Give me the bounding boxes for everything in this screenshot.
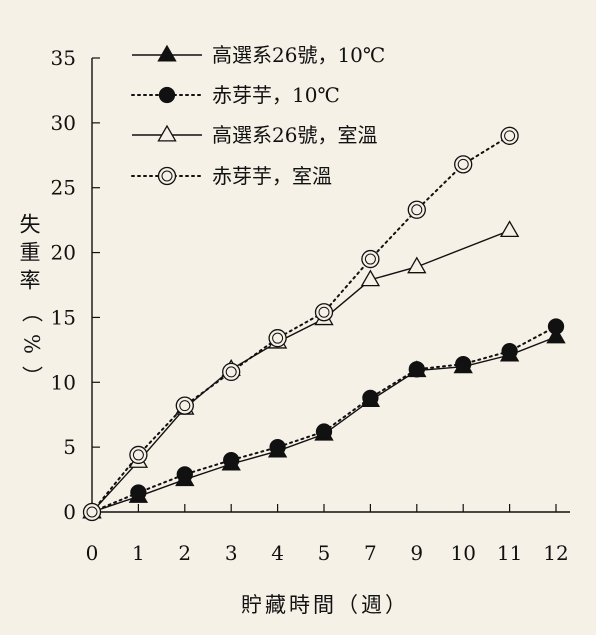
x-tick-label: 0	[86, 541, 99, 565]
data-point-circle	[158, 86, 176, 104]
y-tick-label: 5	[63, 435, 76, 459]
series-2	[82, 220, 520, 519]
data-point-circle	[130, 484, 147, 501]
data-point-circle	[547, 318, 565, 335]
y-axis-title-glyph: 重	[20, 241, 41, 265]
y-tick-label: 10	[51, 370, 76, 394]
data-point-circle	[501, 343, 518, 360]
data-point-circle	[500, 126, 519, 145]
y-tick-label: 30	[51, 111, 76, 135]
series-line	[91, 325, 557, 513]
y-axis-title-glyph: （	[20, 302, 44, 323]
data-point-circle	[268, 329, 287, 348]
x-tick-label: 7	[364, 541, 377, 565]
data-point-triangle	[157, 44, 177, 62]
y-ticks: 0 5 10 15 20 25 30 35	[51, 46, 100, 524]
data-point-triangle	[157, 124, 177, 142]
series-3	[82, 126, 519, 522]
legend-item: 高選系26號，室溫	[132, 123, 377, 147]
data-point-circle	[361, 249, 380, 269]
data-point-triangle	[546, 326, 566, 344]
data-point-circle	[454, 155, 473, 174]
data-point-circle	[222, 362, 241, 382]
y-axis-title-glyph: 率	[20, 269, 41, 293]
data-point-circle	[455, 355, 472, 373]
data-point-circle	[407, 200, 426, 219]
series-1	[83, 318, 565, 521]
data-point-circle	[408, 361, 425, 378]
data-point-circle	[176, 466, 193, 483]
x-axis-title: 貯藏時間（週）	[241, 593, 409, 617]
y-axis-title-glyph: ）	[20, 366, 44, 387]
series-line	[91, 134, 511, 513]
data-point-circle	[269, 438, 286, 456]
data-point-triangle	[360, 269, 381, 287]
data-point-circle	[175, 396, 194, 415]
x-tick-label: 1	[132, 541, 145, 565]
x-tick-label: 4	[271, 541, 284, 565]
data-point-circle	[315, 423, 333, 440]
legend-item: 高選系26號，10℃	[132, 43, 385, 67]
data-point-triangle	[407, 256, 427, 274]
data-point-circle	[157, 166, 177, 186]
legend-item: 赤芽芋，室溫	[131, 164, 332, 188]
y-axis-title-glyph: %	[20, 334, 44, 354]
legend-label: 赤芽芋，室溫	[212, 164, 332, 188]
y-tick-label: 25	[51, 176, 76, 200]
axes	[91, 58, 570, 513]
x-ticks: 0 1 2 3 4 5 7 9 10 11 12	[86, 504, 569, 565]
data-point-circle	[314, 303, 334, 322]
data-point-circle	[362, 389, 379, 407]
data-point-circle	[223, 451, 240, 469]
y-tick-label: 15	[51, 305, 76, 329]
legend-label: 高選系26號，10℃	[212, 43, 385, 67]
series-layer	[82, 126, 566, 522]
data-point-triangle	[499, 220, 520, 238]
x-tick-label: 9	[410, 541, 423, 565]
x-tick-label: 11	[497, 541, 522, 565]
data-point-circle	[82, 502, 102, 522]
y-tick-label: 0	[63, 500, 76, 524]
y-axis-title-glyph: 失	[20, 213, 41, 237]
series-line	[91, 229, 510, 513]
x-tick-label: 5	[318, 541, 331, 565]
x-tick-label: 2	[178, 541, 191, 565]
y-tick-label: 35	[51, 46, 76, 70]
x-tick-label: 10	[450, 541, 475, 565]
legend-label: 高選系26號，室溫	[212, 123, 377, 147]
y-axis-title: 失重率 （% ）	[20, 213, 44, 387]
legend-label: 赤芽芋，10℃	[212, 83, 340, 107]
x-tick-label: 3	[225, 541, 238, 565]
y-tick-label: 20	[51, 241, 76, 265]
x-tick-label: 12	[543, 541, 568, 565]
data-point-circle	[129, 445, 148, 465]
legend-item: 赤芽芋，10℃	[131, 83, 340, 107]
